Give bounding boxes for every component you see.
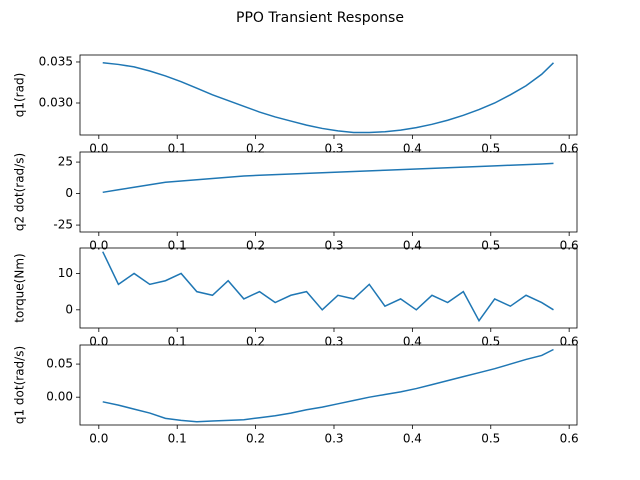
x-tick-label: 0.6 — [560, 142, 579, 156]
y-tick-label: 25 — [58, 155, 73, 169]
y-tick-label: 0 — [65, 302, 73, 316]
x-tick-label: 0.5 — [481, 142, 500, 156]
y-tick-label: 0.00 — [46, 390, 73, 404]
y-axis-label: q1(rad) — [13, 73, 27, 118]
y-tick-label: 0.030 — [39, 96, 73, 110]
x-tick-label: 0.4 — [403, 335, 422, 349]
x-tick-label: 0.0 — [89, 142, 108, 156]
x-tick-label: 0.5 — [481, 335, 500, 349]
x-tick-label: 0.2 — [246, 335, 265, 349]
data-line — [102, 162, 554, 194]
y-tick-label: 0.05 — [46, 357, 73, 371]
x-tick-label: 0.0 — [89, 239, 108, 253]
x-tick-label: 0.1 — [168, 142, 187, 156]
y-axis-label: q1 dot(rad/s) — [13, 346, 27, 424]
x-tick-label: 0.3 — [324, 142, 343, 156]
x-tick-label: 0.3 — [324, 335, 343, 349]
y-axis-label: torque(Nm) — [13, 253, 27, 322]
y-tick-label: 10 — [58, 266, 73, 280]
x-tick-label: 0.3 — [324, 239, 343, 253]
axes-frame — [79, 54, 578, 136]
x-tick-label: 0.6 — [560, 432, 579, 446]
x-tick-label: 0.2 — [246, 239, 265, 253]
y-axis-label: q2 dot(rad/s) — [13, 153, 27, 231]
x-tick-label: 0.3 — [324, 432, 343, 446]
x-tick-label: 0.4 — [403, 142, 422, 156]
y-tick-label: -25 — [53, 218, 73, 232]
x-tick-label: 0.2 — [246, 142, 265, 156]
x-tick-label: 0.1 — [168, 432, 187, 446]
axes-frame — [79, 151, 578, 233]
data-line — [102, 348, 554, 423]
x-tick-label: 0.6 — [560, 335, 579, 349]
x-tick-label: 0.5 — [481, 432, 500, 446]
x-tick-label: 0.5 — [481, 239, 500, 253]
data-line — [102, 62, 555, 134]
x-tick-label: 0.0 — [89, 335, 108, 349]
data-line — [102, 251, 554, 323]
x-tick-label: 0.6 — [560, 239, 579, 253]
figure-title: PPO Transient Response — [236, 10, 404, 26]
y-tick-label: 0.035 — [39, 54, 73, 68]
x-tick-label: 0.4 — [403, 239, 422, 253]
axes-frame — [79, 344, 578, 426]
x-tick-label: 0.1 — [168, 239, 187, 253]
x-tick-label: 0.2 — [246, 432, 265, 446]
x-tick-label: 0.1 — [168, 335, 187, 349]
x-tick-label: 0.0 — [89, 432, 108, 446]
y-tick-label: 0 — [65, 186, 73, 200]
axes-frame — [79, 247, 578, 329]
x-tick-label: 0.4 — [403, 432, 422, 446]
